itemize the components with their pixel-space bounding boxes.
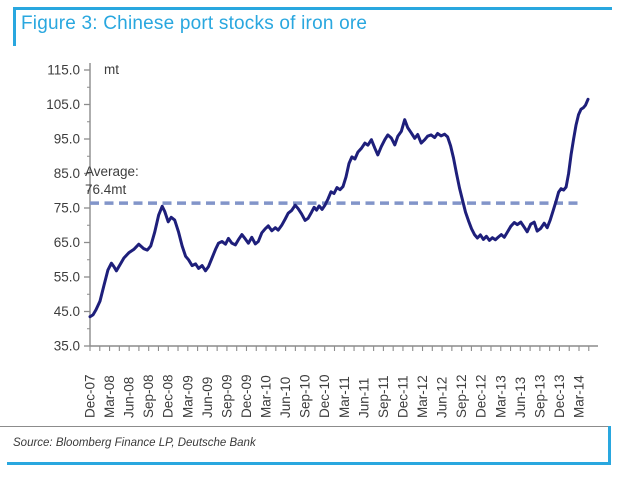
x-tick-label: Mar-12 [415,375,430,418]
iron-ore-stocks-chart: 115.0 105.0 95.0 85.0 75.0 65.0 55.0 45.0 35.0 De… [46,63,598,418]
average-annotation: Average: 76.4mt [85,163,139,199]
x-tick-label: Dec-08 [161,374,176,418]
x-tick-label: Jun-10 [278,377,293,418]
y-tick-label: 55.0 [54,270,80,285]
y-tick-label: 65.0 [54,235,80,250]
x-tick-label: Mar-09 [180,375,195,418]
series-line [88,97,590,319]
y-tick-label: 95.0 [54,132,80,147]
x-tick-label: Jun-09 [200,377,215,418]
average-annotation-line1: Average: [85,164,139,179]
y-tick-label: 35.0 [54,339,80,354]
x-tick-label: Dec-13 [552,374,567,418]
figure-title: Figure 3: Chinese port stocks of iron or… [21,13,368,34]
x-tick-label: Dec-12 [474,374,489,418]
x-tick-label: Dec-11 [395,375,410,418]
x-tick-label: Mar-14 [572,375,587,418]
source-text: Source: Bloomberg Finance LP, Deutsche B… [13,437,256,449]
x-tick-label: Sep-08 [141,374,156,418]
footer-right-bar [608,426,611,465]
x-tick-label: Mar-10 [259,375,274,418]
x-tick-label: Dec-10 [317,374,332,418]
y-tick-label: 105.0 [46,97,80,112]
x-tick-label: Sep-10 [298,374,313,418]
y-axis-unit-label: mt [104,62,119,77]
footer-bottom-rule [7,462,611,465]
y-tick-label: 85.0 [54,166,80,181]
x-tick-label: Sep-12 [454,374,469,418]
x-tick-label: Mar-11 [337,376,352,418]
x-tick-label: Sep-13 [532,374,547,418]
source-divider-rule [0,426,610,427]
x-tick-label: Jun-11 [356,378,371,418]
y-tick-label: 75.0 [54,201,80,216]
x-tick-label: Jun-13 [513,377,528,418]
y-tick-label: 45.0 [54,304,80,319]
x-tick-label: Dec-09 [239,374,254,418]
x-tick-label: Mar-13 [493,375,508,418]
x-tick-label: Jun-08 [122,377,137,418]
x-tick-label: Jun-12 [435,377,450,418]
title-left-bar [13,7,16,46]
x-tick-label: Mar-08 [102,375,117,418]
average-annotation-line2: 76.4mt [85,182,127,197]
x-tick-label: Sep-11 [376,375,391,418]
y-tick-label: 115.0 [47,63,80,78]
title-top-rule [13,7,612,10]
x-tick-label: Dec-07 [83,374,98,418]
x-tick-label: Sep-09 [219,374,234,418]
